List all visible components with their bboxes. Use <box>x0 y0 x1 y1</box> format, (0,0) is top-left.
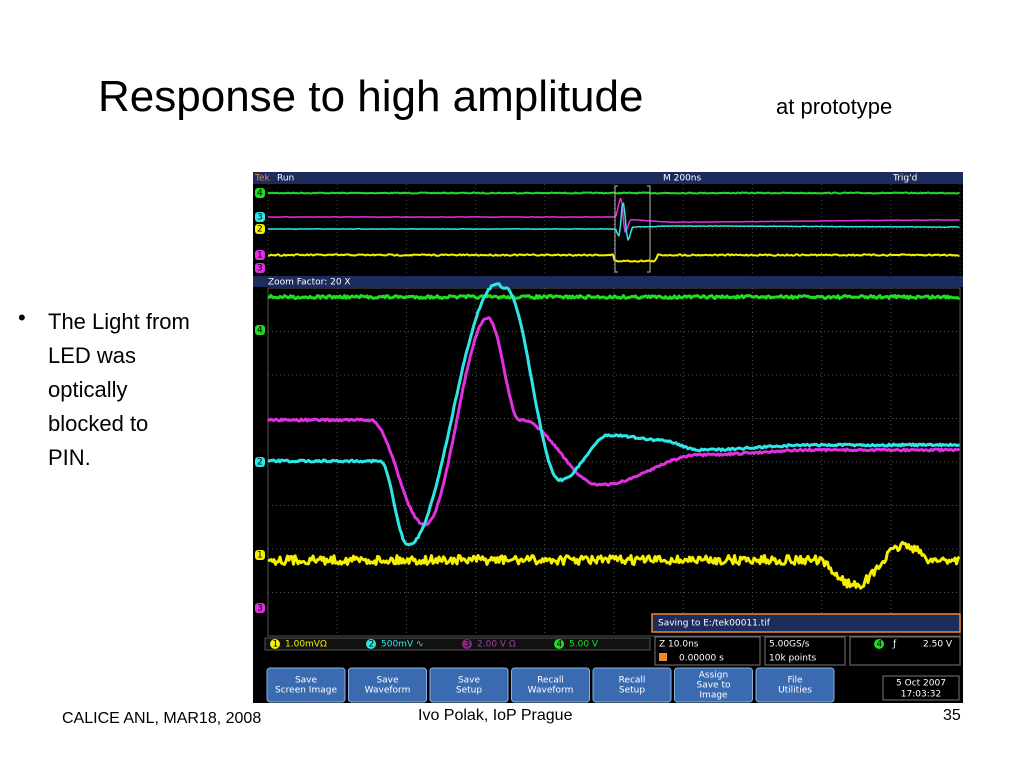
trigger-level: 2.50 V <box>923 640 953 650</box>
channel-marker <box>255 263 265 273</box>
trace-1 <box>268 253 960 263</box>
channel-marker <box>255 212 265 222</box>
channel-number: 4 <box>557 640 563 650</box>
menu-button[interactable] <box>511 667 590 703</box>
button-label[interactable]: Waveform <box>365 686 411 696</box>
channel-marker-label: 1 <box>257 251 263 261</box>
channel-number: 2 <box>369 640 375 650</box>
acquisition-box <box>764 636 846 666</box>
menu-button[interactable] <box>755 667 835 703</box>
main-grid: 4 2 1 3 <box>255 282 961 637</box>
bullet-text: The Light from LED was optically blocked… <box>48 309 190 470</box>
slide-subtitle: at prototype <box>776 94 893 119</box>
menu-button[interactable] <box>429 667 509 703</box>
channel-marker-label: 3 <box>257 604 263 614</box>
channel-number: 1 <box>273 640 279 650</box>
button-label[interactable]: Waveform <box>528 686 574 696</box>
oscilloscope-screen: Tek Run M 200ns Trig'd 4 3 2 1 3 Zoom Factor… <box>253 172 963 703</box>
channel-marker <box>255 250 265 260</box>
menu-button[interactable] <box>348 667 427 703</box>
trigger-slope: ƒ <box>892 640 897 650</box>
zoom-label: Zoom Factor: 20 X <box>268 278 351 288</box>
top-bar <box>253 172 963 184</box>
trace-1 <box>267 540 961 590</box>
button-label[interactable]: Image <box>699 691 728 701</box>
horizontal-zoom: Z 10.0ns <box>659 640 699 650</box>
channel-scale: 500mV ∿ <box>381 640 424 650</box>
channel-marker <box>255 325 265 335</box>
trigger-box <box>849 636 961 666</box>
trace-4 <box>267 191 960 195</box>
button-label[interactable]: Screen Image <box>275 686 337 696</box>
channel-marker-label: 1 <box>257 551 263 561</box>
channel-marker <box>255 457 265 467</box>
horizontal-box <box>654 636 761 666</box>
channel-badge <box>270 639 280 649</box>
menu-button[interactable] <box>266 667 346 703</box>
datetime-box <box>882 675 960 701</box>
channel-scale: 1.00mVΩ <box>285 640 327 650</box>
trigger-channel: 4 <box>877 640 883 650</box>
channel-scale: 2.00 V Ω <box>477 640 516 650</box>
bullet-dot: • <box>18 305 26 330</box>
button-label[interactable]: Save <box>295 676 318 686</box>
slide-title: Response to high amplitude <box>98 72 644 121</box>
horizontal-position: 0.00000 s <box>679 654 724 664</box>
channel-badge <box>462 639 472 649</box>
trigger-badge <box>874 639 884 649</box>
channel-marker <box>255 603 265 613</box>
button-label[interactable]: Save <box>458 676 481 686</box>
sample-rate: 5.00GS/s <box>769 640 810 650</box>
trace-2 <box>267 282 960 547</box>
channel-bar <box>264 637 651 651</box>
button-label[interactable]: Recall <box>619 676 646 686</box>
trace-3 <box>267 316 961 528</box>
button-label[interactable]: Setup <box>456 686 482 696</box>
channel-marker <box>255 550 265 560</box>
brand: Tek <box>254 174 271 184</box>
button-label[interactable]: Save to <box>697 681 731 691</box>
channel-marker-label: 2 <box>257 458 263 468</box>
channel-number: 3 <box>465 640 471 650</box>
button-label[interactable]: File <box>787 676 803 686</box>
footer-right: 35 <box>943 707 961 724</box>
button-label[interactable]: Assign <box>699 671 728 681</box>
readout: 1 1.00mVΩ 2 500mV ∿ 3 2.00 V Ω 4 5.00 V Z 10.0ns… <box>264 636 961 666</box>
zoom-bracket <box>614 185 651 273</box>
channel-marker <box>255 224 265 234</box>
zoom-bar <box>253 276 963 287</box>
saving-box <box>651 613 961 633</box>
channel-marker <box>255 188 265 198</box>
channel-marker-label: 3 <box>257 213 263 223</box>
button-label[interactable]: Utilities <box>778 686 812 696</box>
channel-badge <box>554 639 564 649</box>
timebase: M 200ns <box>663 174 702 184</box>
footer-center: Ivo Polak, IoP Prague <box>418 707 573 724</box>
channel-marker-label: 4 <box>257 326 263 336</box>
trigger-icon <box>659 653 667 661</box>
menu-button[interactable] <box>674 667 753 703</box>
channel-badge <box>366 639 376 649</box>
saving-message: Saving to E:/tek00011.tif <box>658 619 771 629</box>
time: 17:03:32 <box>901 690 941 700</box>
trace-4 <box>267 294 961 300</box>
footer-left: CALICE ANL, MAR18, 2008 <box>62 710 262 727</box>
date: 5 Oct 2007 <box>896 679 946 689</box>
channel-scale: 5.00 V <box>569 640 599 650</box>
run-status: Run <box>277 174 294 184</box>
button-label[interactable]: Save <box>376 676 399 686</box>
button-label[interactable]: Setup <box>619 686 645 696</box>
button-label[interactable]: Recall <box>537 676 564 686</box>
channel-marker-label: 2 <box>257 225 263 235</box>
overview-grid: 4 3 2 1 3 <box>255 184 961 275</box>
trace-2 <box>267 202 960 241</box>
record-length: 10k points <box>769 654 816 664</box>
menu-button[interactable] <box>592 667 672 703</box>
trigger-status: Trig'd <box>892 174 917 184</box>
trace-3 <box>267 197 960 233</box>
channel-marker-label: 4 <box>257 189 263 199</box>
channel-marker-label: 3 <box>257 264 263 274</box>
